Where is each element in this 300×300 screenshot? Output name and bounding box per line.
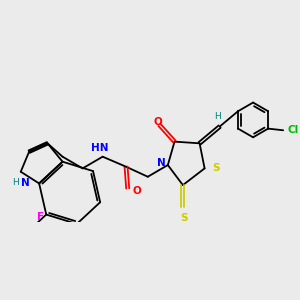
Text: F: F	[37, 212, 44, 222]
Text: H: H	[12, 178, 19, 188]
Text: S: S	[180, 213, 187, 223]
Text: Cl: Cl	[287, 124, 298, 135]
Text: O: O	[133, 186, 142, 196]
Text: H: H	[214, 112, 221, 121]
Text: S: S	[212, 164, 220, 173]
Text: O: O	[153, 117, 162, 127]
Text: N: N	[21, 178, 30, 188]
Text: HN: HN	[91, 143, 109, 153]
Text: N: N	[158, 158, 166, 168]
